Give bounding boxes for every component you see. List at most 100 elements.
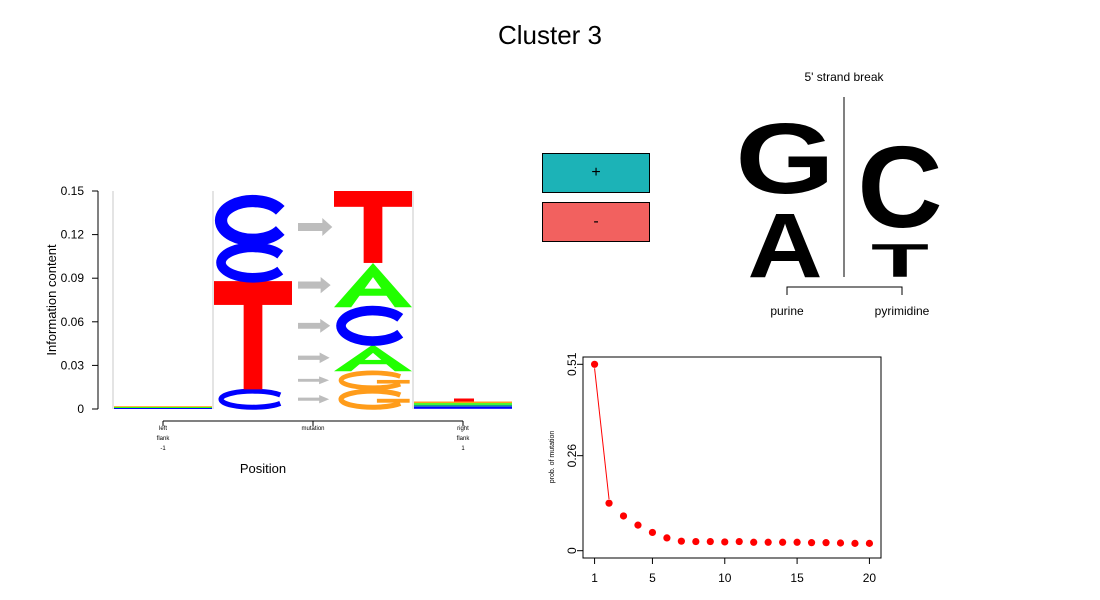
flank-letter-sliver xyxy=(114,408,212,409)
scatter-point xyxy=(807,539,816,547)
scatter-point xyxy=(793,538,801,546)
scatter-y-tick-label: 0.51 xyxy=(565,352,579,376)
logo-letter-a xyxy=(334,344,412,372)
logo-x-axis-label: Position xyxy=(240,461,286,476)
scatter-point xyxy=(619,512,628,520)
purine-pyrimidine-bracket xyxy=(786,286,903,295)
scatter-point xyxy=(865,539,874,547)
minus-strand-label: - xyxy=(593,213,599,230)
scatter-point xyxy=(648,528,657,537)
scatter-point xyxy=(590,360,599,368)
flank-letter-sliver xyxy=(414,403,512,405)
scatter-points xyxy=(590,360,874,547)
letter-g: G xyxy=(735,103,835,214)
logo-x-tick-label: -1 xyxy=(160,446,166,452)
scatter-x-tick-label: 1 xyxy=(591,571,598,585)
mutation-probability-plot: 00.260.51 1 5 10 15 20 prob. of mutation xyxy=(549,352,882,585)
logo-x-tick-label: mutation xyxy=(301,426,324,432)
scatter-point xyxy=(822,539,830,547)
scatter-point xyxy=(735,537,743,546)
scatter-point xyxy=(692,537,700,546)
purine-letter-stack: G A xyxy=(735,103,835,296)
logo-letter-a xyxy=(334,262,412,308)
logo-y-tick-label: 0.09 xyxy=(61,271,85,285)
scatter-point xyxy=(764,538,772,546)
logo-letter-c xyxy=(218,388,282,410)
mutation-arrow-head xyxy=(319,395,330,404)
logo-y-tick-label: 0.12 xyxy=(61,228,85,242)
scatter-x-tick-label: 20 xyxy=(863,571,877,585)
letter-c: C xyxy=(857,122,942,252)
scatter-point xyxy=(605,499,613,507)
flank-letter-sliver xyxy=(414,406,512,409)
sequence-logo: 0 0.03 0.06 0.09 0.12 0.15 Information conten… xyxy=(44,184,512,476)
logo-letter-g xyxy=(338,370,410,391)
strand-break-logo: 5' strand break G A C T purine pyrimidin… xyxy=(735,70,942,318)
pyrimidine-letter-stack: C T xyxy=(857,122,942,287)
scatter-y-axis-label: prob. of mutation xyxy=(549,431,556,484)
scatter-point xyxy=(634,521,642,529)
scatter-point xyxy=(851,539,859,547)
scatter-point xyxy=(779,538,787,546)
scatter-point xyxy=(663,534,671,542)
purine-label: purine xyxy=(770,304,804,318)
scatter-y-tick-label: 0.26 xyxy=(565,444,579,468)
scatter-connector-line xyxy=(594,368,610,500)
logo-y-tick-label: 0.15 xyxy=(61,184,85,198)
plot-frame xyxy=(582,356,882,559)
right-flank-stack xyxy=(414,398,512,409)
logo-letter-t xyxy=(214,281,292,390)
logo-x-tick-label: left xyxy=(159,426,167,432)
plus-strand-key: + xyxy=(542,153,650,193)
pyrimidine-label: pyrimidine xyxy=(875,304,930,318)
logo-y-tick-label: 0.06 xyxy=(61,315,85,329)
mutation-alternate-stack xyxy=(334,191,412,410)
mutation-arrow-head xyxy=(319,376,330,385)
scatter-x-tick-label: 15 xyxy=(790,571,804,585)
scatter-x-ticks: 1 5 10 15 20 xyxy=(591,557,877,585)
flank-letter-sliver xyxy=(414,401,512,404)
logo-x-tick-labels: left flank -1 mutation right flank 1 xyxy=(157,426,471,452)
mutation-arrow-head xyxy=(322,217,333,236)
scatter-point xyxy=(721,538,729,546)
logo-y-tick-label: 0 xyxy=(77,402,84,416)
flank-letter-sliver xyxy=(114,407,212,409)
logo-letter-c xyxy=(336,305,404,346)
mutation-arrow-head xyxy=(319,352,330,364)
logo-x-tick-label: flank xyxy=(457,436,471,442)
logo-y-tick-label: 0.03 xyxy=(61,358,85,372)
chart-title: Cluster 3 xyxy=(497,20,603,50)
mutation-arrows xyxy=(298,217,333,404)
plus-strand-label: + xyxy=(591,164,601,181)
strand-break-title: 5' strand break xyxy=(804,70,884,84)
flank-letter-sliver xyxy=(414,404,512,407)
minus-strand-key: - xyxy=(542,202,650,242)
scatter-point xyxy=(677,537,685,545)
left-flank-stack xyxy=(114,406,212,409)
letter-a: A xyxy=(747,194,822,297)
logo-x-tick-label: right xyxy=(457,426,469,432)
scatter-y-tick-label: 0 xyxy=(565,547,579,554)
mutation-reference-stack xyxy=(214,194,292,410)
logo-letter-t xyxy=(334,191,412,263)
logo-y-ticks: 0 0.03 0.06 0.09 0.12 0.15 xyxy=(61,184,98,416)
scatter-point xyxy=(706,537,714,546)
scatter-y-ticks: 0 0.26 0.51 xyxy=(565,352,583,554)
logo-letter-g xyxy=(338,388,410,410)
flank-letter-sliver xyxy=(454,398,474,402)
scatter-x-tick-label: 5 xyxy=(649,571,656,585)
logo-x-tick-label: 1 xyxy=(461,446,465,452)
logo-x-tick-label: flank xyxy=(157,436,171,442)
scatter-connector xyxy=(594,368,610,500)
logo-y-axis-label: Information content xyxy=(44,244,59,356)
logo-letter-c xyxy=(216,242,284,283)
letter-t: T xyxy=(871,234,929,287)
scatter-x-tick-label: 10 xyxy=(718,571,732,585)
scatter-point xyxy=(836,539,845,547)
mutation-arrow-head xyxy=(320,277,331,294)
mutation-arrow-head xyxy=(320,318,331,333)
logo-letter-c xyxy=(214,194,285,246)
flank-letter-sliver xyxy=(114,406,212,408)
scatter-point xyxy=(750,538,758,546)
